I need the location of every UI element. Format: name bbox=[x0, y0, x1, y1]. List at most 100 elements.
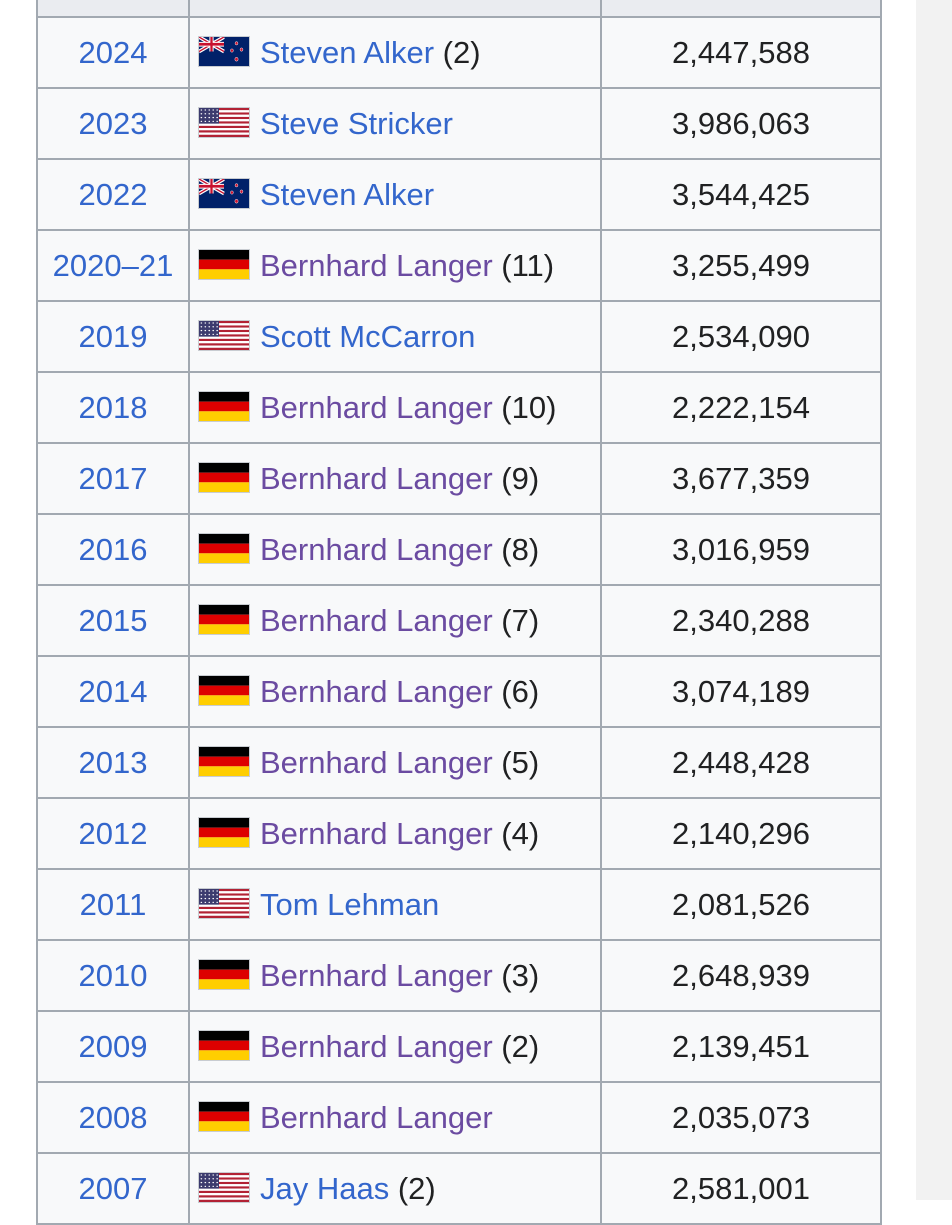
season-link[interactable]: 2008 bbox=[78, 1099, 148, 1135]
year-cell: 2012 bbox=[36, 797, 190, 870]
winner-cell: Scott McCarron bbox=[188, 300, 602, 373]
player-link[interactable]: Steven Alker bbox=[260, 34, 435, 70]
germany-flag-icon bbox=[198, 532, 250, 564]
season-link[interactable]: 2016 bbox=[78, 531, 148, 567]
earnings-value: 2,139,451 bbox=[672, 1028, 810, 1064]
player-link[interactable]: Bernhard Langer bbox=[260, 602, 493, 638]
germany-flag-icon bbox=[198, 603, 250, 635]
new-zealand-flag-icon bbox=[198, 177, 250, 209]
earnings-value: 2,447,588 bbox=[672, 34, 810, 70]
table-row: 2007 Jay Haas (2) 2,581,001 bbox=[36, 1152, 882, 1225]
year-cell: 2017 bbox=[36, 442, 190, 515]
earnings-value: 2,140,296 bbox=[672, 815, 810, 851]
season-link[interactable]: 2019 bbox=[78, 318, 148, 354]
germany-flag-icon bbox=[198, 1100, 250, 1132]
player-link[interactable]: Steven Alker bbox=[260, 176, 435, 212]
season-link[interactable]: 2012 bbox=[78, 815, 148, 851]
earnings-value: 3,677,359 bbox=[672, 460, 810, 496]
table-row: 2020–21 Bernhard Langer (11) 3,255,499 bbox=[36, 229, 882, 302]
winner-cell: Steven Alker bbox=[188, 158, 602, 231]
table-row: 2022 Steven Alker 3,544,425 bbox=[36, 158, 882, 231]
season-link[interactable]: 2009 bbox=[78, 1028, 148, 1064]
player-link[interactable]: Jay Haas bbox=[260, 1170, 390, 1206]
player-link[interactable]: Steve Stricker bbox=[260, 105, 453, 141]
page-edge-gutter bbox=[916, 0, 952, 1200]
player-link[interactable]: Bernhard Langer bbox=[260, 744, 493, 780]
earnings-value: 3,016,959 bbox=[672, 531, 810, 567]
earnings-cell: 3,544,425 bbox=[600, 158, 882, 231]
germany-flag-icon bbox=[198, 958, 250, 990]
player-link[interactable]: Bernhard Langer bbox=[260, 531, 493, 567]
usa-flag-icon bbox=[198, 319, 250, 351]
winner-cell: Steven Alker (2) bbox=[188, 16, 602, 89]
season-link[interactable]: 2022 bbox=[78, 176, 148, 212]
player-link[interactable]: Bernhard Langer bbox=[260, 247, 493, 283]
winner-cell: Steve Stricker bbox=[188, 87, 602, 160]
earnings-cell: 3,986,063 bbox=[600, 87, 882, 160]
win-count: (3) bbox=[492, 957, 540, 993]
win-count: (9) bbox=[492, 460, 540, 496]
year-cell: 2013 bbox=[36, 726, 190, 799]
season-link[interactable]: 2024 bbox=[78, 34, 148, 70]
header-cell-money bbox=[600, 0, 882, 18]
year-cell: 2019 bbox=[36, 300, 190, 373]
earnings-cell: 2,035,073 bbox=[600, 1081, 882, 1154]
table-row: 2009 Bernhard Langer (2) 2,139,451 bbox=[36, 1010, 882, 1083]
year-cell: 2018 bbox=[36, 371, 190, 444]
win-count: (2) bbox=[492, 1028, 540, 1064]
player-link[interactable]: Bernhard Langer bbox=[260, 815, 493, 851]
year-cell: 2014 bbox=[36, 655, 190, 728]
player-link[interactable]: Bernhard Langer bbox=[260, 1028, 493, 1064]
season-link[interactable]: 2023 bbox=[78, 105, 148, 141]
earnings-value: 3,544,425 bbox=[672, 176, 810, 212]
win-count: (4) bbox=[492, 815, 540, 851]
year-cell: 2008 bbox=[36, 1081, 190, 1154]
earnings-cell: 3,255,499 bbox=[600, 229, 882, 302]
earnings-cell: 3,074,189 bbox=[600, 655, 882, 728]
player-link[interactable]: Bernhard Langer bbox=[260, 389, 493, 425]
season-link[interactable]: 2015 bbox=[78, 602, 148, 638]
season-link[interactable]: 2018 bbox=[78, 389, 148, 425]
earnings-cell: 2,447,588 bbox=[600, 16, 882, 89]
germany-flag-icon bbox=[198, 248, 250, 280]
usa-flag-icon bbox=[198, 106, 250, 138]
table-row: 2019 Scott McCarron 2,534,090 bbox=[36, 300, 882, 373]
year-cell: 2010 bbox=[36, 939, 190, 1012]
earnings-cell: 3,016,959 bbox=[600, 513, 882, 586]
money-list-table: 2024 Steven Alker (2) 2,447,588 2023 Steve S… bbox=[36, 0, 882, 1225]
season-link[interactable]: 2007 bbox=[78, 1170, 148, 1206]
earnings-value: 2,081,526 bbox=[672, 886, 810, 922]
germany-flag-icon bbox=[198, 461, 250, 493]
winner-cell: Bernhard Langer (9) bbox=[188, 442, 602, 515]
header-cell-winner bbox=[188, 0, 602, 18]
earnings-value: 2,581,001 bbox=[672, 1170, 810, 1206]
season-link[interactable]: 2014 bbox=[78, 673, 148, 709]
earnings-cell: 2,222,154 bbox=[600, 371, 882, 444]
season-link[interactable]: 2013 bbox=[78, 744, 148, 780]
season-link[interactable]: 2011 bbox=[79, 886, 147, 922]
player-link[interactable]: Tom Lehman bbox=[260, 886, 440, 922]
winner-cell: Bernhard Langer (6) bbox=[188, 655, 602, 728]
earnings-cell: 2,448,428 bbox=[600, 726, 882, 799]
season-link[interactable]: 2010 bbox=[78, 957, 148, 993]
table-header-row bbox=[36, 0, 882, 18]
player-link[interactable]: Bernhard Langer bbox=[260, 460, 493, 496]
season-link[interactable]: 2020–21 bbox=[52, 247, 174, 283]
germany-flag-icon bbox=[198, 745, 250, 777]
player-link[interactable]: Bernhard Langer bbox=[260, 673, 493, 709]
winner-cell: Bernhard Langer bbox=[188, 1081, 602, 1154]
table-row: 2011 Tom Lehman 2,081,526 bbox=[36, 868, 882, 941]
year-cell: 2024 bbox=[36, 16, 190, 89]
win-count: (10) bbox=[492, 389, 557, 425]
table-row: 2015 Bernhard Langer (7) 2,340,288 bbox=[36, 584, 882, 657]
player-link[interactable]: Scott McCarron bbox=[260, 318, 476, 354]
earnings-cell: 2,081,526 bbox=[600, 868, 882, 941]
earnings-value: 2,534,090 bbox=[672, 318, 810, 354]
earnings-cell: 2,648,939 bbox=[600, 939, 882, 1012]
player-link[interactable]: Bernhard Langer bbox=[260, 1099, 493, 1135]
player-link[interactable]: Bernhard Langer bbox=[260, 957, 493, 993]
earnings-value: 2,448,428 bbox=[672, 744, 810, 780]
season-link[interactable]: 2017 bbox=[78, 460, 148, 496]
winner-cell: Bernhard Langer (8) bbox=[188, 513, 602, 586]
earnings-value: 3,255,499 bbox=[672, 247, 810, 283]
